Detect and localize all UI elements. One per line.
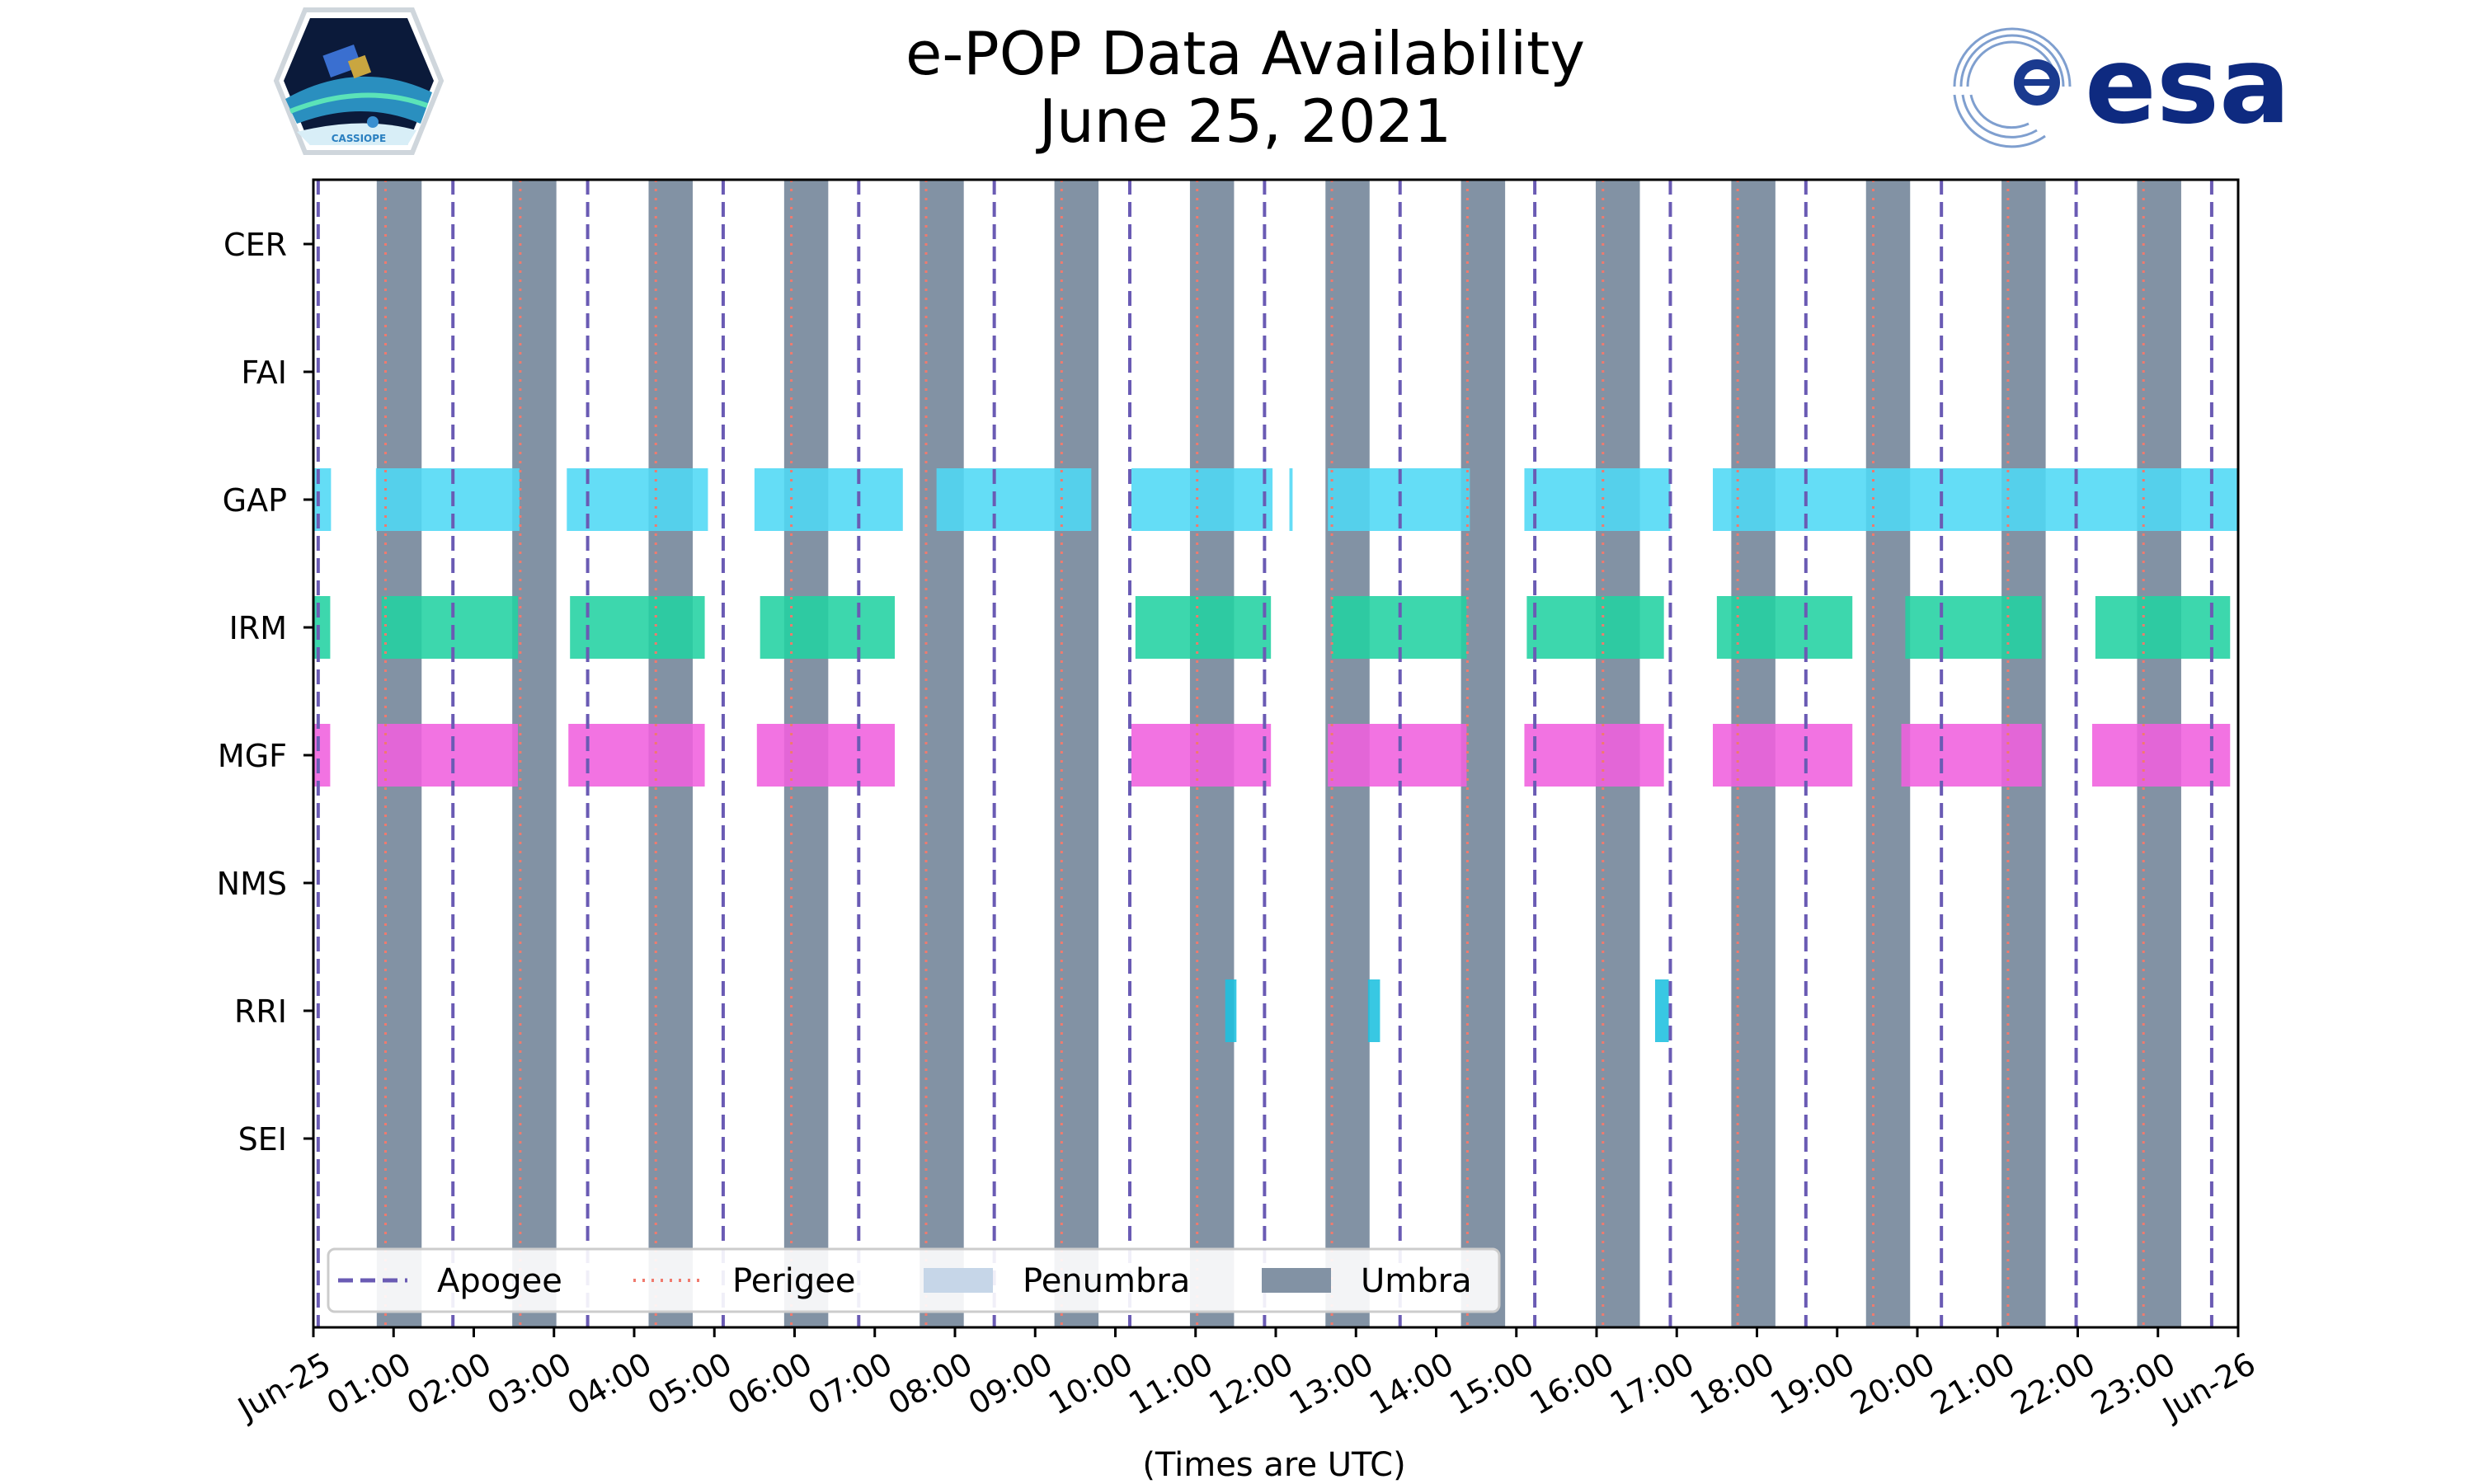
chart-title: e-POP Data Availability [905,19,1585,88]
legend-swatch-penumbra [924,1268,993,1293]
mgf-bar-5 [1328,724,1467,787]
rri-bar-2 [1654,979,1669,1042]
y-tick-label-irm: IRM [229,610,287,646]
legend-swatch-umbra [1262,1268,1331,1293]
gap-bar-3 [754,468,903,531]
mgf-bar-7 [1713,724,1853,787]
x-tick-label-22: 22:00 [2005,1345,2101,1422]
cassiope-badge-logo: CASSIOPE [273,7,444,155]
esa-wordmark: esa [2085,25,2290,148]
esa-logo: esa [1950,25,2290,148]
irm-bar-0 [313,596,331,659]
rri-bar-1 [1367,979,1380,1042]
x-tick-label-20: 20:00 [1845,1345,1941,1422]
x-axis: Jun-2501:0002:0003:0004:0005:0006:0007:0… [231,1327,2262,1428]
gap-bar-2 [567,468,708,531]
irm-bar-7 [1716,596,1853,659]
legend-label-umbra: Umbra [1361,1262,1472,1300]
x-tick-label-4: 04:00 [562,1345,658,1422]
x-tick-label-9: 09:00 [962,1345,1059,1422]
legend-label-apogee: Apogee [437,1262,562,1300]
y-tick-label-gap: GAP [223,482,287,519]
x-tick-label-19: 19:00 [1764,1345,1860,1422]
legend: Apogee Perigee Penumbra Umbra [327,1247,1501,1313]
y-tick-label-sei: SEI [238,1121,287,1158]
x-tick-label-5: 05:00 [642,1345,738,1422]
apogee-lines-layer [316,180,2213,1327]
mgf-bar-8 [1901,724,2042,787]
irm-bar-1 [381,596,518,659]
x-tick-label-0: Jun-25 [231,1345,337,1428]
x-tick-label-14: 14:00 [1363,1345,1460,1422]
chart-subtitle: June 25, 2021 [1036,87,1451,156]
irm-bar-6 [1526,596,1664,659]
legend-frame [327,1247,1501,1313]
mgf-bar-9 [2092,724,2231,787]
x-tick-label-11: 11:00 [1122,1345,1219,1422]
x-tick-label-1: 01:00 [321,1345,417,1422]
gap-bar-8 [1524,468,1671,531]
y-tick-label-cer: CER [223,227,287,263]
irm-bar-3 [760,596,896,659]
mgf-bar-2 [568,724,705,787]
gap-bar-4 [936,468,1092,531]
umbra-layer [376,180,2181,1327]
x-tick-label-7: 07:00 [802,1345,898,1422]
mgf-bar-3 [756,724,896,787]
x-tick-label-24: Jun-26 [2156,1345,2262,1428]
x-tick-label-8: 08:00 [882,1345,979,1422]
mgf-bar-6 [1524,724,1664,787]
x-tick-label-10: 10:00 [1042,1345,1139,1422]
x-tick-label-21: 21:00 [1925,1345,2021,1422]
legend-label-penumbra: Penumbra [1023,1262,1190,1300]
y-tick-label-mgf: MGF [218,738,287,774]
y-tick-label-nms: NMS [217,866,287,902]
mgf-bar-0 [313,724,331,787]
x-tick-label-15: 15:00 [1443,1345,1540,1422]
gap-bar-9 [1713,468,2238,531]
x-tick-label-13: 13:00 [1283,1345,1380,1422]
irm-bar-2 [570,596,705,659]
legend-label-perigee: Perigee [732,1262,855,1300]
perigee-lines-layer [384,180,2145,1327]
gap-bar-5 [1131,468,1273,531]
irm-bar-4 [1135,596,1272,659]
rri-bar-0 [1225,979,1237,1042]
irm-bar-8 [1905,596,2042,659]
x-tick-label-16: 16:00 [1524,1345,1620,1422]
irm-bar-9 [2095,596,2231,659]
gap-bar-1 [375,468,520,531]
y-tick-label-fai: FAI [241,355,287,391]
x-tick-label-17: 17:00 [1604,1345,1700,1422]
availability-bars-layer [313,468,2238,1042]
gap-bar-6 [1289,468,1293,531]
x-tick-label-18: 18:00 [1684,1345,1780,1422]
cassiope-label: CASSIOPE [332,133,387,144]
x-tick-label-3: 03:00 [481,1345,577,1422]
y-tick-label-rri: RRI [234,993,287,1030]
mgf-bar-4 [1131,724,1272,787]
x-axis-label: (Times are UTC) [1142,1446,1405,1484]
umbra-band-1 [512,180,557,1327]
mgf-bar-1 [377,724,518,787]
y-axis: CER FAI GAP IRM MGF NMS RRI SEI [217,227,313,1158]
gap-bar-0 [313,468,332,531]
x-tick-label-12: 12:00 [1203,1345,1300,1422]
x-tick-label-2: 02:00 [401,1345,497,1422]
x-tick-label-6: 06:00 [722,1345,818,1422]
